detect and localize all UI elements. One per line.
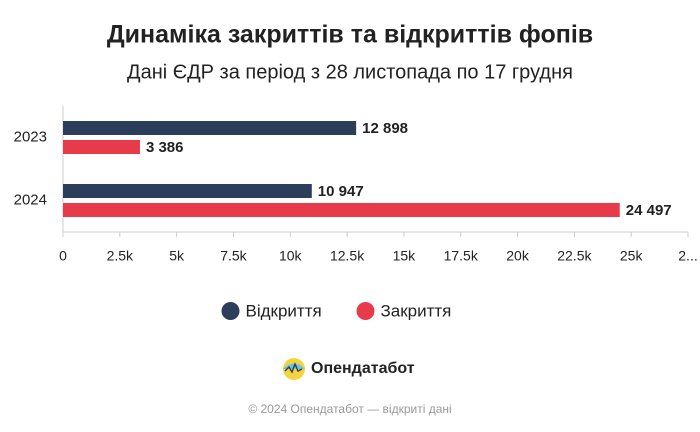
brand-name: Опендатабот xyxy=(311,360,415,377)
x-tick-label: 7.5k xyxy=(220,248,247,264)
x-tick-label: 2.5k xyxy=(107,248,134,264)
legend-label: Відкриття xyxy=(246,301,322,320)
value-label: 3 386 xyxy=(146,139,184,156)
footer: © 2024 Опендатабот — відкриті дані xyxy=(248,402,451,416)
value-label: 24 497 xyxy=(626,202,672,219)
x-tick-label: 10k xyxy=(279,248,303,264)
x-tick-label: 5k xyxy=(169,248,185,264)
bar xyxy=(63,184,312,198)
x-tick-label: 17.5k xyxy=(444,248,479,264)
legend-swatch xyxy=(221,302,240,320)
logo-line xyxy=(284,362,303,374)
x-tick-label: 12.5k xyxy=(330,248,365,264)
brand-logo xyxy=(283,358,305,380)
x-tick-label: 15k xyxy=(393,248,417,264)
x-tick-label: 2... xyxy=(678,248,697,264)
legend-label: Закриття xyxy=(381,301,452,320)
x-tick-label: 25k xyxy=(620,248,644,264)
chart-title: Динаміка закриттів та відкриттів фопів xyxy=(107,21,593,49)
x-tick-label: 0 xyxy=(59,248,67,264)
value-label: 10 947 xyxy=(318,183,364,200)
chart-subtitle: Дані ЄДР за період з 28 листопада по 17 … xyxy=(127,61,573,83)
legend-swatch xyxy=(356,302,375,320)
bar xyxy=(63,140,140,154)
bar xyxy=(63,121,357,135)
y-tick-label: 2024 xyxy=(14,191,47,208)
value-label: 12 898 xyxy=(362,120,408,137)
x-tick-label: 22.5k xyxy=(557,248,592,264)
y-tick-label: 2023 xyxy=(14,128,47,145)
bar xyxy=(63,203,620,217)
x-tick-label: 20k xyxy=(506,248,530,264)
